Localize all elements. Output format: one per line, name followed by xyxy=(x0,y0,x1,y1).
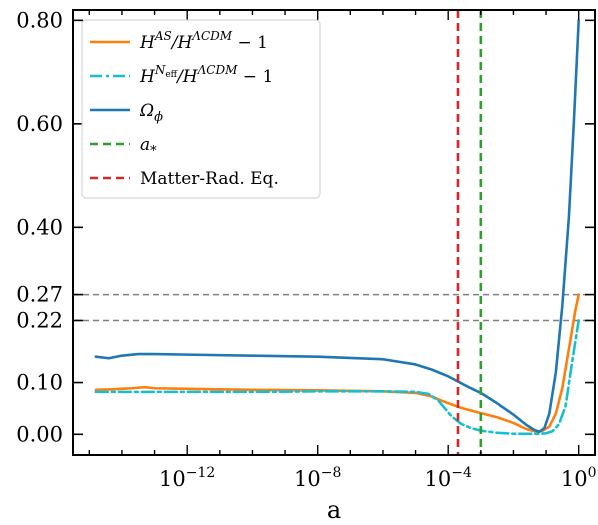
legend-label-mre: Matter-Rad. Eq. xyxy=(140,169,279,189)
series-neff-line xyxy=(94,319,580,436)
x-tick-exponent: −12 xyxy=(186,465,216,481)
x-axis-label: a xyxy=(327,496,341,524)
legend-label-astar: a* xyxy=(140,135,157,159)
plot-frame xyxy=(72,9,596,456)
y-tick-label: 0.60 xyxy=(16,112,63,136)
legend-box xyxy=(81,19,321,199)
y-tick-label: 0.22 xyxy=(16,308,63,332)
legend-label-omega: Ωϕ xyxy=(139,101,163,125)
legend-label-as: HAS/HΛCDM − 1 xyxy=(139,29,268,53)
legend-label-neff: HNeff/HΛCDM − 1 xyxy=(139,63,273,87)
x-tick-exponent: −8 xyxy=(321,465,342,481)
y-tick-label: 0.27 xyxy=(16,283,63,307)
x-tick-label: 10−12 xyxy=(159,465,215,491)
x-tick-label: 10−8 xyxy=(294,465,341,491)
x-tick-exponent: −4 xyxy=(451,465,472,481)
x-tick-label: 10−4 xyxy=(425,465,472,491)
series-omega-line xyxy=(94,19,580,434)
series-as-line xyxy=(94,293,580,434)
y-tick-label: 0.00 xyxy=(16,422,63,446)
x-tick-label: 100 xyxy=(561,465,597,491)
y-tick-label: 0.40 xyxy=(16,215,63,239)
x-tick-exponent: 0 xyxy=(588,465,597,481)
y-tick-label: 0.10 xyxy=(16,371,63,395)
y-tick-label: 0.80 xyxy=(16,8,63,32)
series-group xyxy=(94,19,580,436)
